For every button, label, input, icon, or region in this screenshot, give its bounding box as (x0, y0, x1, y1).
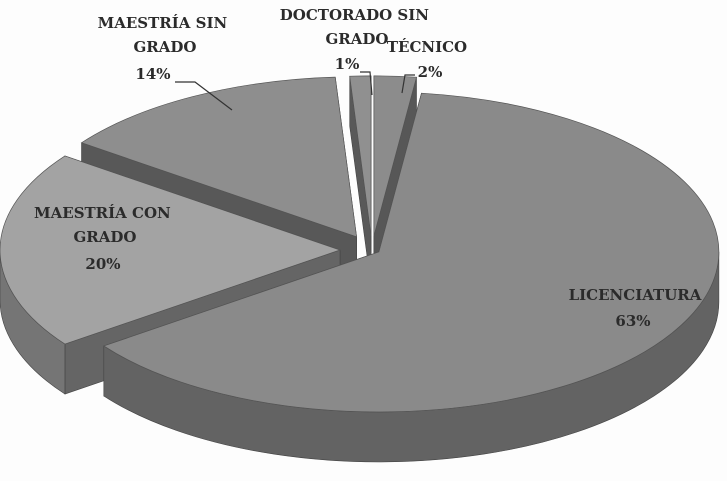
leader-line (175, 81, 233, 111)
category-label: LICENCIATURA (569, 286, 702, 304)
value-label: 20% (85, 255, 120, 273)
value-label: 1% (335, 55, 360, 73)
label-line: MAESTRÍA SIN (98, 14, 233, 32)
slice (80, 76, 358, 238)
category-label: MAESTRÍA SIN GRADO (98, 14, 233, 56)
slice (103, 92, 720, 413)
label-line: GRADO (134, 38, 197, 56)
category-label: DOCTORADO SIN GRADO (280, 6, 434, 48)
slice (349, 75, 372, 236)
value-label: 14% (135, 65, 170, 83)
value-label: 63% (615, 312, 650, 330)
label-line: GRADO (326, 30, 389, 48)
slice (0, 155, 342, 345)
leader-line (360, 71, 373, 96)
slice (373, 75, 417, 237)
label-line: DOCTORADO SIN (280, 6, 434, 24)
label-line: MAESTRÍA CON (34, 204, 176, 222)
leader-line (401, 74, 415, 94)
value-label: 2% (418, 63, 443, 81)
category-label: TÉCNICO (387, 38, 467, 56)
category-label: MAESTRÍA CON GRADO (34, 204, 176, 246)
label-line: GRADO (74, 228, 137, 246)
